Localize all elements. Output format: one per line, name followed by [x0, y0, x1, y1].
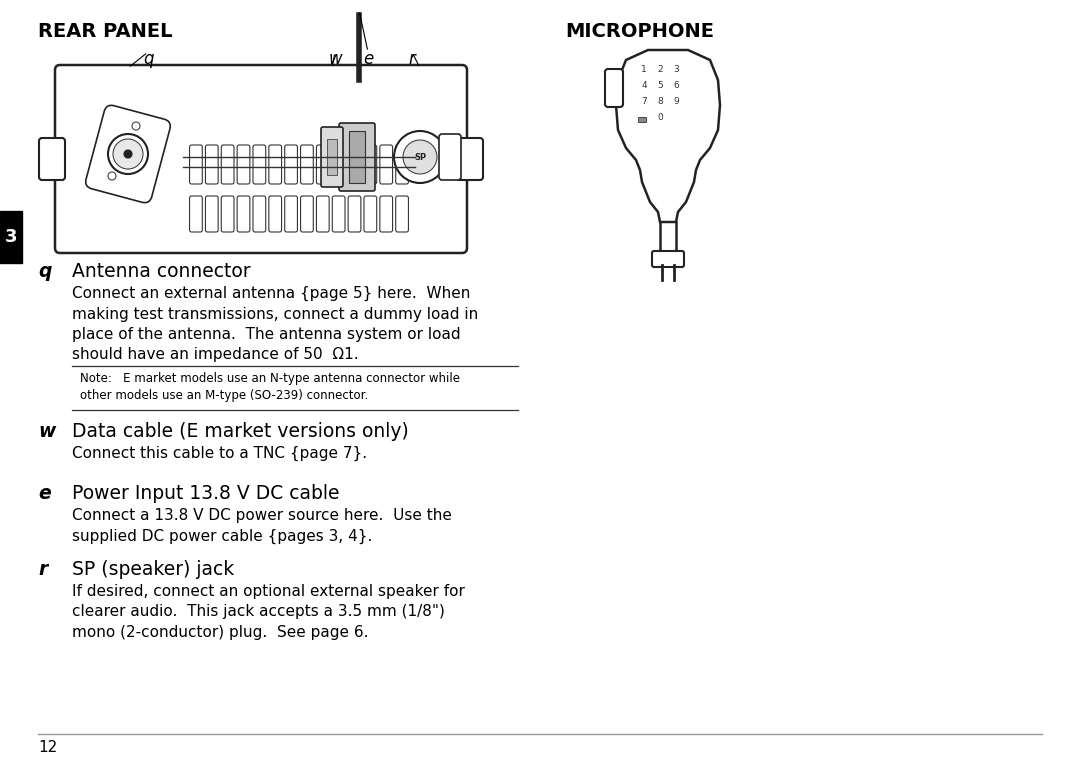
FancyBboxPatch shape: [364, 145, 377, 184]
FancyBboxPatch shape: [285, 145, 297, 184]
FancyBboxPatch shape: [348, 145, 361, 184]
FancyBboxPatch shape: [238, 196, 249, 232]
FancyBboxPatch shape: [364, 196, 377, 232]
Text: r: r: [408, 50, 416, 68]
FancyBboxPatch shape: [269, 145, 282, 184]
Text: Power Input 13.8 V DC cable: Power Input 13.8 V DC cable: [72, 484, 339, 503]
Text: 5: 5: [657, 81, 663, 90]
Text: SP: SP: [414, 153, 427, 162]
FancyBboxPatch shape: [333, 196, 345, 232]
FancyBboxPatch shape: [269, 196, 282, 232]
Text: r: r: [38, 560, 48, 579]
Bar: [638, 117, 646, 122]
Text: q: q: [38, 262, 52, 281]
FancyBboxPatch shape: [438, 134, 461, 180]
Text: 3: 3: [4, 228, 17, 246]
Text: 1: 1: [642, 65, 647, 74]
FancyBboxPatch shape: [55, 65, 467, 253]
Text: 3: 3: [673, 65, 679, 74]
FancyBboxPatch shape: [253, 145, 266, 184]
Text: 2: 2: [658, 65, 663, 74]
Circle shape: [132, 122, 140, 130]
FancyBboxPatch shape: [380, 196, 392, 232]
FancyBboxPatch shape: [221, 196, 234, 232]
FancyBboxPatch shape: [457, 138, 483, 180]
Circle shape: [113, 139, 143, 169]
Circle shape: [394, 131, 446, 183]
FancyBboxPatch shape: [205, 196, 218, 232]
Text: 8: 8: [657, 97, 663, 106]
Text: REAR PANEL: REAR PANEL: [38, 22, 173, 41]
FancyBboxPatch shape: [238, 145, 249, 184]
FancyBboxPatch shape: [605, 69, 623, 107]
Text: Connect a 13.8 V DC power source here.  Use the
supplied DC power cable {pages 3: Connect a 13.8 V DC power source here. U…: [72, 508, 451, 543]
Text: 7: 7: [642, 97, 647, 106]
FancyBboxPatch shape: [85, 106, 171, 203]
Text: Antenna connector: Antenna connector: [72, 262, 251, 281]
Circle shape: [108, 172, 116, 180]
Text: Data cable (E market versions only): Data cable (E market versions only): [72, 422, 408, 441]
FancyBboxPatch shape: [221, 145, 234, 184]
FancyBboxPatch shape: [333, 145, 345, 184]
FancyBboxPatch shape: [321, 127, 343, 187]
Text: e: e: [38, 484, 51, 503]
FancyBboxPatch shape: [253, 196, 266, 232]
FancyBboxPatch shape: [652, 251, 684, 267]
Circle shape: [124, 150, 132, 158]
Text: MICROPHONE: MICROPHONE: [565, 22, 714, 41]
Text: 12: 12: [38, 740, 57, 755]
Text: q: q: [143, 50, 153, 68]
Circle shape: [403, 140, 437, 174]
FancyBboxPatch shape: [339, 123, 375, 191]
Text: If desired, connect an optional external speaker for
clearer audio.  This jack a: If desired, connect an optional external…: [72, 584, 464, 640]
FancyBboxPatch shape: [395, 196, 408, 232]
Bar: [0, 211, 22, 263]
Text: Note:   E market models use an N-type antenna connector while
other models use a: Note: E market models use an N-type ante…: [80, 372, 460, 401]
FancyBboxPatch shape: [285, 196, 297, 232]
Text: w: w: [328, 50, 341, 68]
Text: SP (speaker) jack: SP (speaker) jack: [72, 560, 234, 579]
Circle shape: [108, 134, 148, 174]
FancyBboxPatch shape: [316, 196, 329, 232]
PathPatch shape: [616, 50, 720, 222]
FancyBboxPatch shape: [39, 138, 65, 180]
FancyBboxPatch shape: [300, 196, 313, 232]
Text: w: w: [38, 422, 55, 441]
Text: 0: 0: [657, 113, 663, 122]
FancyBboxPatch shape: [316, 145, 329, 184]
Text: Connect this cable to a TNC {page 7}.: Connect this cable to a TNC {page 7}.: [72, 446, 367, 461]
Text: 6: 6: [673, 81, 679, 90]
FancyBboxPatch shape: [380, 145, 392, 184]
Text: Connect an external antenna {page 5} here.  When
making test transmissions, conn: Connect an external antenna {page 5} her…: [72, 286, 478, 363]
Bar: [349, 131, 365, 183]
FancyBboxPatch shape: [348, 196, 361, 232]
FancyBboxPatch shape: [190, 145, 202, 184]
FancyBboxPatch shape: [205, 145, 218, 184]
Text: e: e: [363, 50, 373, 68]
Text: 9: 9: [673, 97, 679, 106]
FancyBboxPatch shape: [300, 145, 313, 184]
FancyBboxPatch shape: [190, 196, 202, 232]
Bar: [327, 139, 337, 175]
FancyBboxPatch shape: [395, 145, 408, 184]
Text: 4: 4: [642, 81, 647, 90]
